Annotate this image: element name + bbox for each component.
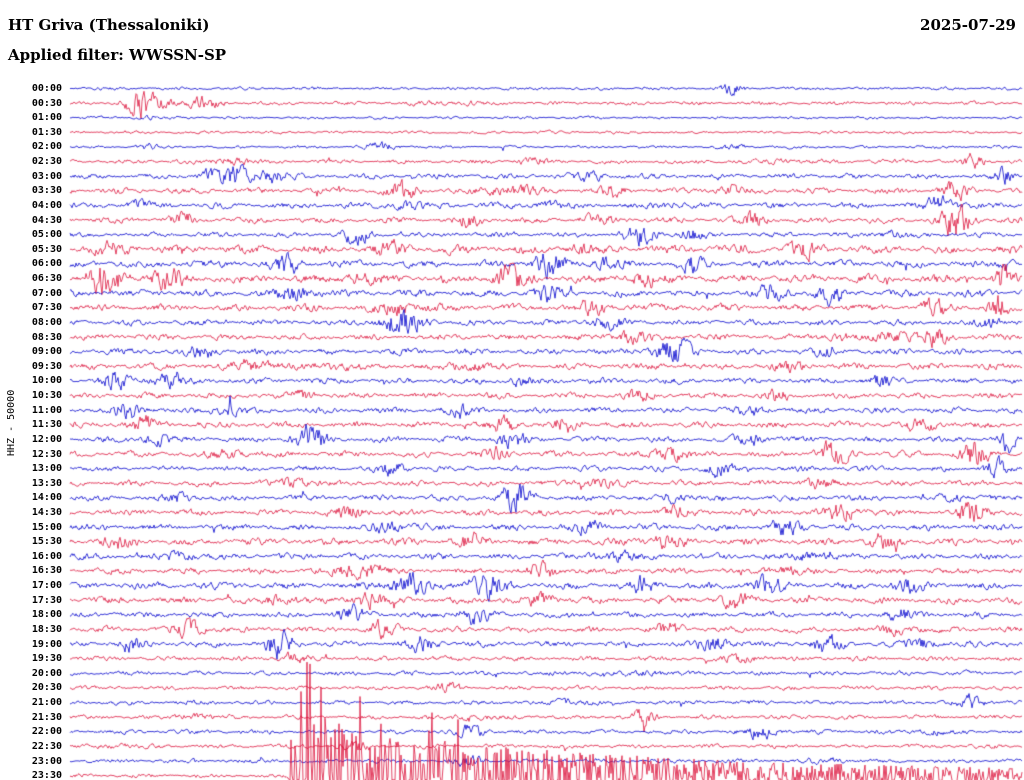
helicorder-page: HT Griva (Thessaloniki) 2025-07-29 Appli… xyxy=(0,0,1024,780)
seismogram-canvas xyxy=(0,0,1024,780)
